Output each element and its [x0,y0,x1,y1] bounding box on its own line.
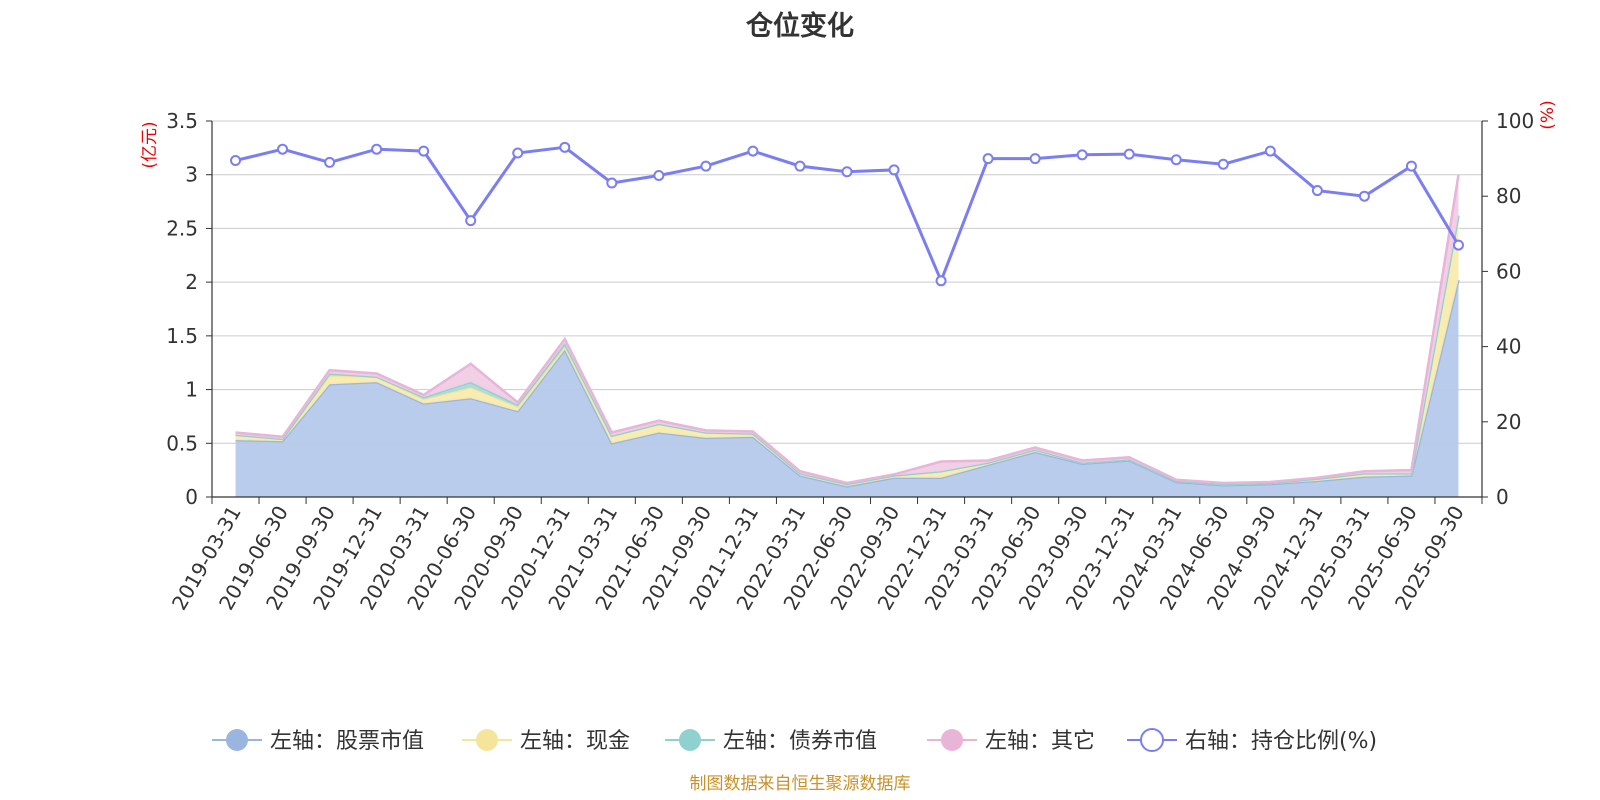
area-edge-左轴：其它 [235,174,1460,485]
left-tick-label: 0 [185,485,198,509]
ratio-point [559,141,571,153]
ratio-point [277,143,289,155]
left-tick-label: 3.5 [166,109,198,133]
right-tick-label: 0 [1496,485,1509,509]
ratio-point [747,145,759,157]
data-source-note: 制图数据来自恒生聚源数据库 [690,774,911,794]
ratio-point [418,145,430,157]
axes: 00.511.522.533.50204060801002019-03-3120… [166,109,1534,614]
left-tick-label: 1.5 [166,324,198,348]
ratio-point [1264,145,1276,157]
ratio-point [230,154,242,166]
ratio-point [512,147,524,159]
left-tick-label: 2.5 [166,216,198,240]
right-tick-label: 40 [1496,335,1521,359]
ratio-point [1170,154,1182,166]
ratio-point [1029,153,1041,165]
right-tick-label: 20 [1496,410,1521,434]
legend: 左轴：股票市值 左轴：现金 左轴：债券市值 左轴：其它 右轴：持仓比例(%) [212,728,1377,754]
legend-marker [476,729,498,751]
ratio-point [1076,149,1088,161]
ratio-point [1311,185,1323,197]
ratio-point [700,160,712,172]
ratio-point [606,177,618,189]
left-tick-label: 1 [185,378,198,402]
ratio-point [1452,239,1464,251]
ratio-point [1358,190,1370,202]
ratio-point [371,143,383,155]
ratio-point [1217,158,1229,170]
left-tick-label: 3 [185,163,198,187]
legend-marker [941,729,963,751]
legend-label: 左轴：股票市值 [270,729,424,754]
left-tick-label: 0.5 [166,431,198,455]
ratio-point [1405,160,1417,172]
legend-label: 左轴：其它 [985,729,1095,754]
legend-label: 左轴：债券市值 [723,729,877,754]
left-axis-unit: (亿元) [140,121,160,168]
right-axis-unit: (%) [1538,100,1558,129]
legend-marker [226,729,248,751]
ratio-point [935,275,947,287]
chart-title: 仓位变化 [745,10,854,42]
legend-marker [679,729,701,751]
ratio-point [982,153,994,165]
ratio-point [841,166,853,178]
legend-label: 右轴：持仓比例(%) [1185,729,1377,754]
area-左轴：股票市值 [235,280,1459,497]
ratio-line-series [230,141,1464,287]
right-tick-label: 60 [1496,259,1521,283]
ratio-point [794,160,806,172]
ratio-point [653,170,665,182]
right-tick-label: 80 [1496,184,1521,208]
stacked-areas [235,174,1460,497]
ratio-point [465,215,477,227]
right-tick-label: 100 [1496,109,1534,133]
legend-label: 左轴：现金 [520,729,630,754]
ratio-point [1123,148,1135,160]
left-tick-label: 2 [185,270,198,294]
ratio-point [324,156,336,168]
ratio-point [888,164,900,176]
legend-marker [1140,728,1164,752]
